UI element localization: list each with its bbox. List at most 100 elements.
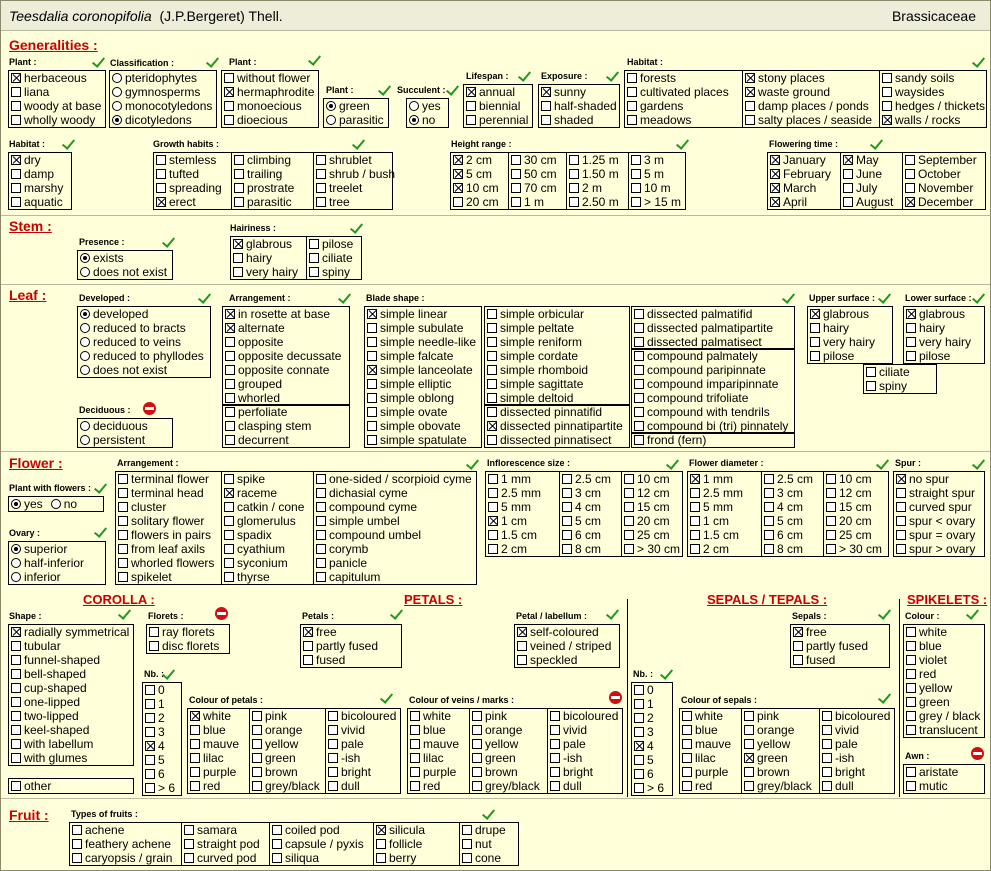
checkbox-flower-diam-6-cm[interactable]: 6 cm: [762, 528, 813, 542]
checkbox-height-2-m[interactable]: 2 m: [567, 181, 619, 195]
checkbox-colour-petals-pink[interactable]: pink: [250, 709, 320, 723]
checkbox[interactable]: [682, 711, 692, 721]
checkbox[interactable]: [224, 502, 234, 512]
checkbox-fruit-types-coiled-pod[interactable]: coiled pod: [270, 823, 364, 837]
checkbox-blade1-simple-elliptic[interactable]: simple elliptic: [365, 377, 476, 391]
radio-developed-developed[interactable]: developed: [78, 307, 204, 321]
checkbox[interactable]: [145, 769, 155, 779]
checkbox[interactable]: [550, 767, 560, 777]
checkbox-sepals-fused[interactable]: fused: [791, 653, 868, 667]
checkbox-flowering-september[interactable]: September: [903, 153, 977, 167]
checkbox-petals-partly-fused[interactable]: partly fused: [301, 639, 378, 653]
checkbox[interactable]: [690, 474, 700, 484]
checkbox-nb2-3[interactable]: 3: [632, 725, 664, 739]
checkbox[interactable]: [562, 502, 572, 512]
checkbox-f-arrangement-panicle[interactable]: panicle: [314, 556, 472, 570]
checkbox-colour-petals-green[interactable]: green: [250, 751, 320, 765]
checkbox-growth-treelet[interactable]: treelet: [314, 181, 395, 195]
checkbox[interactable]: [225, 365, 235, 375]
checkbox-fruit-types-samara[interactable]: samara: [182, 823, 260, 837]
checkbox-habitat-meadows[interactable]: meadows: [625, 113, 729, 127]
checkbox[interactable]: [11, 87, 21, 97]
checkbox[interactable]: [224, 73, 234, 83]
checkbox-exposure-half-shaded[interactable]: half-shaded: [539, 99, 617, 113]
radio-presence-exists[interactable]: exists: [78, 251, 167, 265]
checkbox-colour-sepals-red[interactable]: red: [680, 779, 731, 793]
checkbox-labellum-veined-striped[interactable]: veined / striped: [515, 639, 611, 653]
checkbox[interactable]: [462, 839, 472, 849]
checkbox[interactable]: [631, 155, 641, 165]
checkbox[interactable]: [11, 197, 21, 207]
checkbox-flowering-may[interactable]: May: [841, 153, 893, 167]
radio-button[interactable]: [80, 365, 90, 375]
checkbox[interactable]: [690, 544, 700, 554]
checkbox-shape-a-tubular[interactable]: tubular: [9, 639, 129, 653]
checkbox[interactable]: [149, 627, 159, 637]
checkbox-infl-size-2-5-mm[interactable]: 2.5 mm: [486, 486, 541, 500]
checkbox-sepals-free[interactable]: free: [791, 625, 868, 639]
checkbox[interactable]: [118, 530, 128, 540]
checkbox[interactable]: [145, 699, 155, 709]
checkbox-plant2-monoecious[interactable]: monoecious: [222, 99, 314, 113]
checkbox-nb1-5[interactable]: 5: [143, 753, 175, 767]
checkbox-spk-colour-red[interactable]: red: [904, 667, 980, 681]
checkbox-colour-veins-blue[interactable]: blue: [408, 723, 459, 737]
checkbox[interactable]: [11, 683, 21, 693]
checkbox[interactable]: [376, 825, 386, 835]
checkbox[interactable]: [764, 488, 774, 498]
checkbox[interactable]: [550, 725, 560, 735]
checkbox[interactable]: [367, 407, 377, 417]
radio-button[interactable]: [80, 253, 90, 263]
checkbox-habitat-stony-places[interactable]: stony places: [743, 71, 872, 85]
checkbox-blade3a-dissected-palmatifid[interactable]: dissected palmatifid: [632, 307, 773, 321]
checkbox[interactable]: [517, 641, 527, 651]
checkbox[interactable]: [272, 825, 282, 835]
checkbox-spk-colour-yellow[interactable]: yellow: [904, 681, 980, 695]
checkbox[interactable]: [745, 73, 755, 83]
checkbox[interactable]: [682, 767, 692, 777]
radio-classification-monocotyledons[interactable]: monocotyledons: [110, 99, 212, 113]
checkbox[interactable]: [224, 572, 234, 582]
checkbox[interactable]: [744, 725, 754, 735]
checkbox-infl-size-30-cm[interactable]: > 30 cm: [622, 542, 680, 556]
checkbox-nb1-3[interactable]: 3: [143, 725, 175, 739]
checkbox-colour-veins-mauve[interactable]: mauve: [408, 737, 459, 751]
checkbox-colour-petals-purple[interactable]: purple: [188, 765, 239, 779]
checkbox-florets-ray-florets[interactable]: ray florets: [147, 625, 219, 639]
checkbox-spur-straight-spur[interactable]: straight spur: [894, 486, 975, 500]
checkbox[interactable]: [190, 781, 200, 791]
checkbox-flowering-august[interactable]: August: [841, 195, 893, 209]
checkbox[interactable]: [225, 421, 235, 431]
checkbox-growth-prostrate[interactable]: prostrate: [232, 181, 294, 195]
checkbox[interactable]: [225, 407, 235, 417]
checkbox-colour-veins-green[interactable]: green: [470, 751, 540, 765]
checkbox-fruit-types-achene[interactable]: achene: [70, 823, 172, 837]
checkbox[interactable]: [744, 753, 754, 763]
checkbox-spk-colour-violet[interactable]: violet: [904, 653, 980, 667]
checkbox[interactable]: [793, 655, 803, 665]
checkbox-f-arrangement-thyrse[interactable]: thyrse: [222, 570, 304, 584]
checkbox-flower-diam-4-cm[interactable]: 4 cm: [762, 500, 813, 514]
checkbox-colour-veins-brown[interactable]: brown: [470, 765, 540, 779]
checkbox-blade2a-simple-cordate[interactable]: simple cordate: [485, 349, 588, 363]
checkbox-flower-diam-25-cm[interactable]: 25 cm: [824, 528, 882, 542]
checkbox[interactable]: [511, 183, 521, 193]
checkbox[interactable]: [744, 711, 754, 721]
radio-plant-with-flowers-yes[interactable]: yes: [9, 497, 43, 511]
checkbox-hairiness-very-hairy[interactable]: very hairy: [231, 265, 298, 279]
checkbox[interactable]: [822, 739, 832, 749]
checkbox[interactable]: [634, 755, 644, 765]
checkbox[interactable]: [488, 474, 498, 484]
checkbox[interactable]: [826, 502, 836, 512]
checkbox-arr-a-opposite-connate[interactable]: opposite connate: [223, 363, 341, 377]
checkbox[interactable]: [905, 169, 915, 179]
checkbox[interactable]: [118, 488, 128, 498]
checkbox-spur-spur-ovary[interactable]: spur < ovary: [894, 514, 975, 528]
radio-plant3-green[interactable]: green: [324, 99, 384, 113]
checkbox-colour-veins-grey-black[interactable]: grey/black: [470, 779, 540, 793]
checkbox[interactable]: [682, 781, 692, 791]
checkbox-growth-tufted[interactable]: tufted: [154, 167, 222, 181]
radio-deciduous-persistent[interactable]: persistent: [78, 433, 148, 447]
checkbox[interactable]: [224, 544, 234, 554]
checkbox-blade1-simple-falcate[interactable]: simple falcate: [365, 349, 476, 363]
